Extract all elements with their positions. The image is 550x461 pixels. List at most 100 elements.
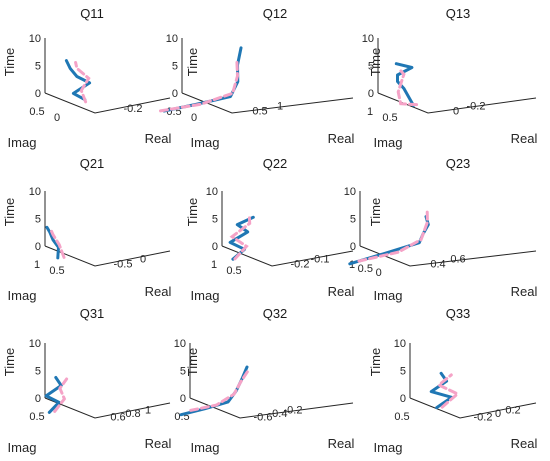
time-tick-label: 5	[368, 61, 374, 73]
chart-title: Q32	[263, 306, 288, 321]
imag-axis-label: Imag	[8, 288, 37, 303]
real-tick-label: -0.4	[269, 408, 288, 420]
imag-tick-label: 1	[211, 259, 217, 271]
chart-title: Q11	[80, 6, 104, 21]
real-tick-label: 0.5	[252, 105, 267, 117]
imag-tick-label: 0.5	[49, 265, 64, 277]
real-tick-label: -0.1	[311, 254, 330, 266]
time-tick-label: 5	[350, 214, 356, 226]
time-axis-label: Time	[368, 198, 383, 226]
real-tick-label: 0.6	[450, 254, 465, 266]
chart-q21: Q21 10 5 0 Time 1 0.5 Imag -0.5 0 Real	[2, 156, 171, 303]
imag-axis-label: Imag	[191, 288, 220, 303]
chart-title: Q22	[263, 156, 288, 171]
real-axis-label: Real	[145, 284, 172, 299]
time-tick-label: 10	[166, 33, 178, 45]
base-axes	[44, 397, 171, 419]
series-line-solid	[45, 225, 60, 260]
real-tick-label: -0.2	[467, 101, 486, 113]
real-tick-label: 0	[140, 254, 146, 266]
time-tick-label: 5	[400, 366, 406, 378]
imag-tick-label: 0	[376, 267, 382, 279]
chart-title: Q21	[80, 156, 105, 171]
real-tick-label: -0.5	[114, 258, 133, 270]
series-line-solid	[394, 62, 415, 107]
chart-q23: Q23 10 5 0 Time 1 0.5 0 Imag 0.4 0.6 Real	[344, 156, 538, 303]
chart-title: Q23	[446, 156, 471, 171]
series-line-dashed	[189, 368, 251, 412]
real-axis-label: Real	[511, 131, 538, 146]
imag-axis-label: Imag	[374, 288, 403, 303]
time-tick-label: 5	[172, 61, 178, 73]
imag-tick-label: 0.5	[29, 411, 44, 423]
time-tick-label: 0	[400, 393, 406, 405]
time-tick-label: 0	[180, 393, 186, 405]
series-line-dashed	[74, 61, 91, 104]
time-axis-label: Time	[368, 348, 383, 376]
real-tick-label: -0.2	[474, 412, 493, 424]
time-tick-label: 0	[212, 241, 218, 253]
imag-tick-label: 1	[34, 259, 40, 271]
real-axis-label: Real	[145, 436, 172, 451]
time-tick-label: 10	[29, 33, 41, 45]
imag-axis-label: Imag	[374, 135, 403, 150]
real-tick-label: -0.2	[291, 258, 310, 270]
imag-axis-label: Imag	[8, 135, 37, 150]
time-tick-label: 0	[368, 88, 374, 100]
imag-tick-label: 0.5	[226, 265, 241, 277]
time-tick-label: 5	[180, 366, 186, 378]
imag-tick-label: 0.5	[394, 411, 409, 423]
real-axis-label: Real	[511, 436, 538, 451]
real-tick-label: -0.2	[124, 103, 143, 115]
time-tick-label: 10	[394, 338, 406, 350]
imag-tick-label: 0.5	[29, 106, 44, 118]
series-line-dashed	[49, 228, 66, 259]
time-tick-label: 10	[206, 186, 218, 198]
real-tick-label: 0	[453, 105, 459, 117]
real-axis-label: Real	[328, 284, 355, 299]
imag-axis-label: Imag	[374, 440, 403, 455]
time-tick-label: 10	[344, 186, 356, 198]
time-axis-label: Time	[368, 48, 383, 76]
time-axis-label: Time	[185, 198, 200, 226]
time-tick-label: 10	[29, 186, 41, 198]
chart-q11: Q11 10 5 0 Time 0.5 0 Imag -0.2 Real	[2, 6, 171, 150]
time-tick-label: 0	[350, 241, 356, 253]
chart-title: Q12	[263, 6, 288, 21]
base-axes	[44, 92, 171, 114]
real-tick-label: 0.4	[430, 258, 445, 270]
time-axis-label: Time	[2, 348, 17, 376]
base-axes	[377, 92, 537, 114]
time-tick-label: 0	[35, 393, 41, 405]
chart-title: Q13	[446, 6, 471, 21]
time-tick-label: 0	[172, 88, 178, 100]
time-tick-label: 0	[35, 241, 41, 253]
imag-tick-label: 1	[367, 106, 373, 118]
chart-q31: Q31 10 5 0 Time 0.5 Imag 0.6 0.8 1 Real	[2, 306, 171, 455]
series-line-solid	[162, 46, 243, 113]
imag-axis-label: Imag	[8, 440, 37, 455]
time-tick-label: 10	[174, 338, 186, 350]
series-line-dashed	[159, 58, 240, 113]
series-line-dashed	[357, 209, 429, 263]
chart-q13: Q13 10 5 0 Time 1 0.5 Imag 0 -0.2 Real	[362, 6, 538, 150]
imag-axis-label: Imag	[191, 440, 220, 455]
series-line-dashed	[53, 377, 69, 413]
chart-title: Q31	[80, 306, 105, 321]
imag-tick-label: 1	[349, 259, 355, 271]
time-axis-label: Time	[2, 48, 17, 76]
series-line-solid	[64, 59, 92, 102]
real-tick-label: 1	[145, 405, 151, 417]
real-tick-label: 0.8	[125, 408, 140, 420]
time-tick-label: 0	[35, 88, 41, 100]
time-tick-label: 5	[35, 214, 41, 226]
time-axis-label: Time	[185, 48, 200, 76]
imag-axis-label: Imag	[191, 135, 220, 150]
time-tick-label: 10	[29, 338, 41, 350]
series-line-solid	[44, 376, 63, 414]
